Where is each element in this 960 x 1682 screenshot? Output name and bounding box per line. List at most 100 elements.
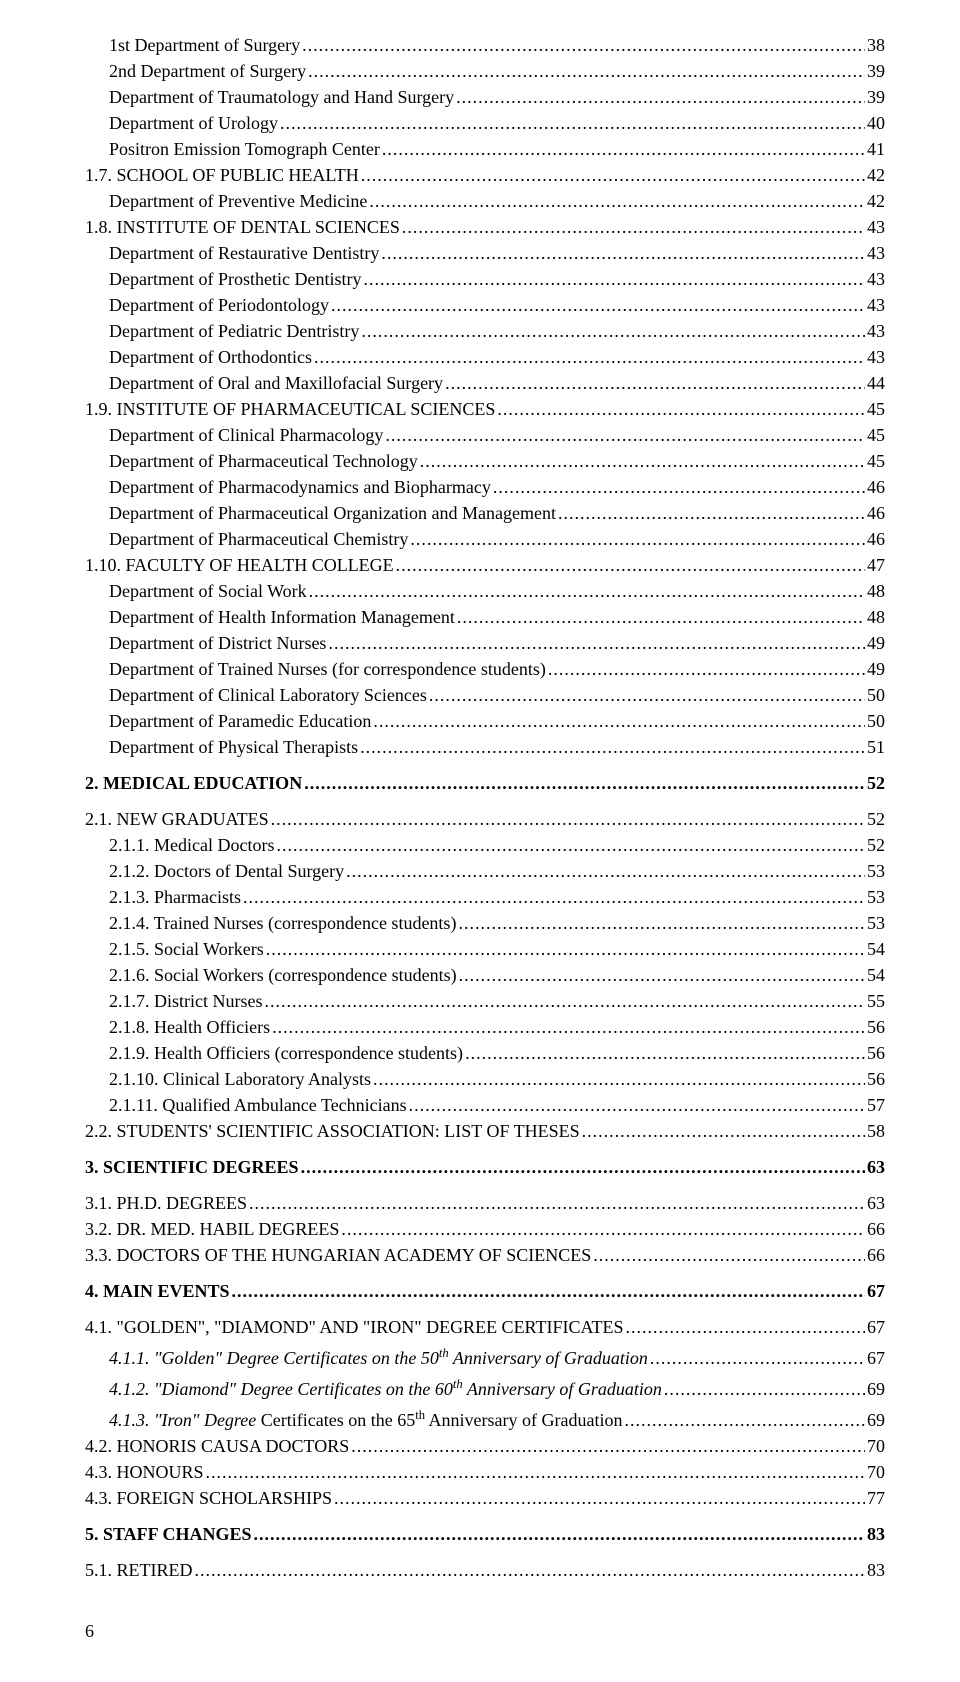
toc-entry: Department of Clinical Pharmacology 45 [85,422,885,448]
toc-gap [85,760,885,770]
toc-entry-label: 4.1. "GOLDEN", "DIAMOND" AND "IRON" DEGR… [85,1314,624,1340]
toc-leader [254,1521,865,1547]
toc-entry-page: 43 [867,292,885,318]
toc-entry-page: 83 [867,1521,885,1547]
toc-entry-page: 45 [867,448,885,474]
toc-entry: Department of Social Work 48 [85,578,885,604]
toc-entry-page: 45 [867,422,885,448]
toc-entry-label: Department of Health Information Managem… [109,604,455,630]
toc-entry: Department of Health Information Managem… [85,604,885,630]
toc-entry-label: 2.1.3. Pharmacists [109,884,241,910]
toc-entry-label: 2.1.10. Clinical Laboratory Analysts [109,1066,371,1092]
toc-entry: 2.1.9. Health Officiers (correspondence … [85,1040,885,1066]
toc-entry-page: 56 [867,1014,885,1040]
toc-entry: Department of District Nurses 49 [85,630,885,656]
toc-entry: Positron Emission Tomograph Center 41 [85,136,885,162]
toc-entry-page: 39 [867,58,885,84]
toc-entry: 2.2. STUDENTS' SCIENTIFIC ASSOCIATION: L… [85,1118,885,1144]
toc-container: 1st Department of Surgery 382nd Departme… [85,32,885,1583]
toc-leader [624,1407,865,1433]
toc-entry: Department of Orthodontics 43 [85,344,885,370]
toc-entry-page: 69 [867,1376,885,1402]
toc-leader [664,1376,865,1402]
toc-entry: 4. MAIN EVENTS 67 [85,1278,885,1304]
toc-gap [85,1180,885,1190]
toc-leader [445,370,865,396]
toc-entry: Department of Pharmaceutical Chemistry 4… [85,526,885,552]
toc-leader [381,240,865,266]
toc-entry-page: 56 [867,1040,885,1066]
toc-entry-label: Department of Paramedic Education [109,708,371,734]
toc-entry-page: 58 [867,1118,885,1144]
toc-leader [328,630,865,656]
toc-leader [382,136,865,162]
toc-leader [331,292,865,318]
toc-entry-label: Department of Pharmaceutical Technology [109,448,418,474]
toc-leader [548,656,865,682]
toc-entry-page: 52 [867,770,885,796]
toc-leader [243,884,865,910]
toc-entry-label: 2.1.11. Qualified Ambulance Technicians [109,1092,407,1118]
toc-entry-page: 54 [867,936,885,962]
toc-leader [272,1014,865,1040]
toc-entry: 2.1.5. Social Workers 54 [85,936,885,962]
toc-entry-page: 48 [867,578,885,604]
toc-entry-label: Department of Pediatric Dentristry [109,318,359,344]
toc-entry-label: Department of Clinical Pharmacology [109,422,383,448]
toc-entry-page: 49 [867,656,885,682]
toc-entry-page: 40 [867,110,885,136]
toc-leader [314,344,865,370]
toc-entry-page: 67 [867,1314,885,1340]
toc-entry-label: 1.8. INSTITUTE OF DENTAL SCIENCES [85,214,400,240]
toc-page: 1st Department of Surgery 382nd Departme… [0,0,960,1682]
toc-entry-page: 52 [867,832,885,858]
toc-leader [232,1278,865,1304]
toc-entry: 4.1.3. "Iron" Degree Certificates on the… [85,1402,885,1433]
toc-entry-label: Department of Prosthetic Dentistry [109,266,361,292]
toc-leader [360,734,865,760]
toc-entry-page: 67 [867,1278,885,1304]
toc-entry-page: 57 [867,1092,885,1118]
page-number: 6 [85,1621,94,1642]
toc-entry-label: 1.9. INSTITUTE OF PHARMACEUTICAL SCIENCE… [85,396,495,422]
toc-entry-label: 2.2. STUDENTS' SCIENTIFIC ASSOCIATION: L… [85,1118,580,1144]
toc-entry-label: 1.7. SCHOOL OF PUBLIC HEALTH [85,162,359,188]
toc-entry-label: 3.3. DOCTORS OF THE HUNGARIAN ACADEMY OF… [85,1242,591,1268]
toc-gap [85,796,885,806]
toc-entry: 3.1. PH.D. DEGREES 63 [85,1190,885,1216]
toc-entry-label: 2.1.1. Medical Doctors [109,832,274,858]
toc-entry-label: Department of Trained Nurses (for corres… [109,656,546,682]
toc-entry-page: 53 [867,858,885,884]
toc-entry-label: Department of Traumatology and Hand Surg… [109,84,454,110]
toc-entry-label: 4.3. HONOURS [85,1459,204,1485]
toc-entry: 2.1.3. Pharmacists 53 [85,884,885,910]
toc-entry-page: 43 [867,266,885,292]
toc-leader [385,422,865,448]
toc-entry: 3.2. DR. MED. HABIL DEGREES 66 [85,1216,885,1242]
toc-entry-page: 47 [867,552,885,578]
toc-leader [341,1216,865,1242]
toc-entry-label: 5.1. RETIRED [85,1557,193,1583]
toc-entry-page: 63 [867,1190,885,1216]
toc-entry-page: 42 [867,188,885,214]
toc-leader [493,474,865,500]
toc-leader [304,770,865,796]
toc-entry-label: 2.1.4. Trained Nurses (correspondence st… [109,910,456,936]
toc-leader [373,708,865,734]
toc-leader [334,1485,865,1511]
toc-leader [302,32,865,58]
toc-entry-label: Department of Clinical Laboratory Scienc… [109,682,427,708]
toc-entry-page: 53 [867,884,885,910]
toc-leader [402,214,865,240]
toc-entry-page: 48 [867,604,885,630]
toc-entry: 4.3. FOREIGN SCHOLARSHIPS 77 [85,1485,885,1511]
toc-entry-page: 56 [867,1066,885,1092]
toc-entry-label: 2.1.5. Social Workers [109,936,264,962]
toc-entry: 2.1.11. Qualified Ambulance Technicians … [85,1092,885,1118]
toc-entry-label: 1st Department of Surgery [109,32,300,58]
toc-leader [429,682,865,708]
toc-entry-label: Department of Pharmaceutical Chemistry [109,526,408,552]
toc-entry-label: Department of Urology [109,110,278,136]
toc-entry-page: 70 [867,1433,885,1459]
toc-leader [301,1154,865,1180]
